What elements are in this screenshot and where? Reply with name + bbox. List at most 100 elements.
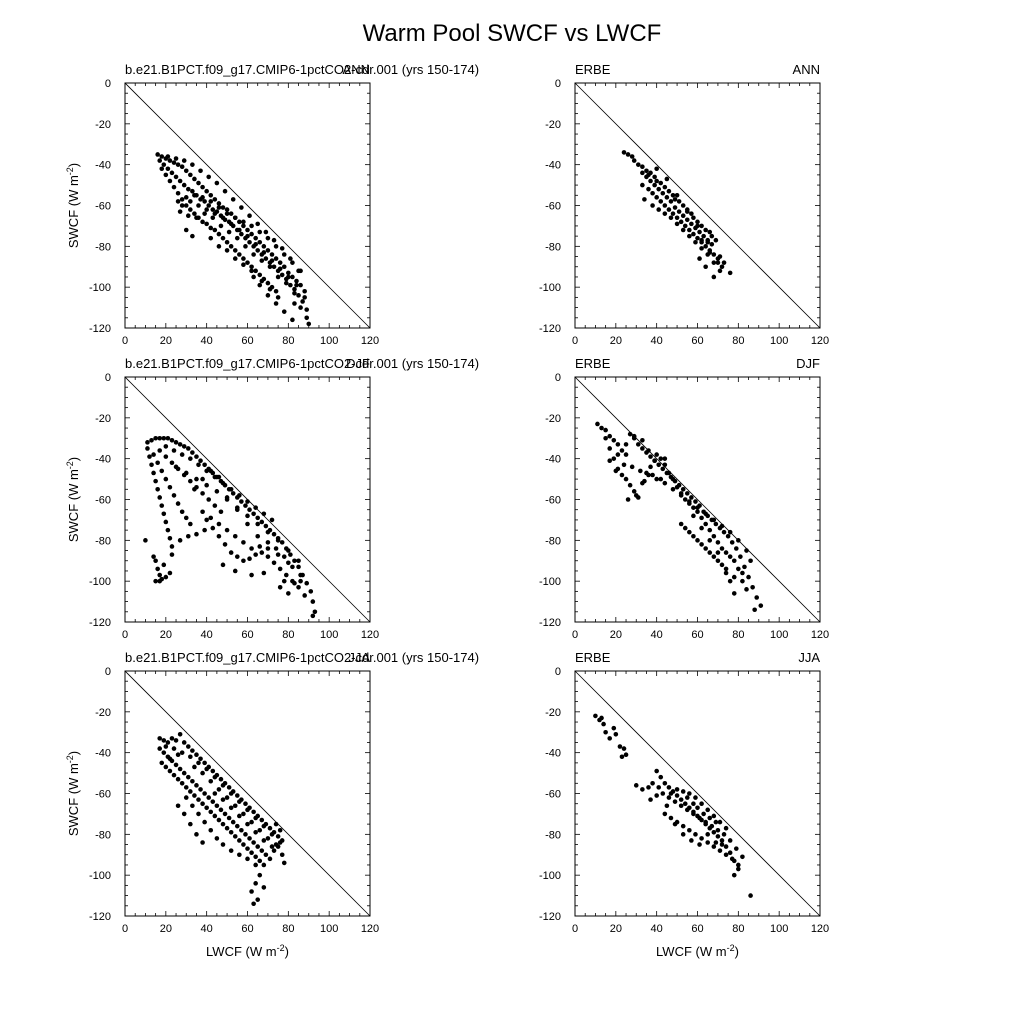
x-tick-label: 20 [160, 629, 172, 641]
data-point [261, 244, 267, 249]
data-point [731, 872, 737, 878]
data-point [719, 838, 725, 843]
data-point [228, 848, 234, 853]
x-tick-label: 80 [282, 923, 294, 935]
data-point [275, 538, 281, 543]
panel-left-label: b.e21.B1PCT.f09_g17.CMIP6-1pctCO2-cdr.00… [125, 62, 479, 77]
data-point [273, 821, 279, 827]
data-point [179, 203, 185, 208]
data-point [214, 489, 220, 494]
data-point [228, 486, 234, 492]
data-point [711, 274, 717, 280]
data-point [216, 521, 222, 527]
data-point [699, 525, 704, 531]
data-point [253, 862, 258, 868]
data-point [257, 239, 263, 245]
data-point [269, 832, 275, 837]
data-point [298, 282, 303, 288]
data-point [165, 166, 171, 172]
data-point [619, 754, 625, 760]
data-point [265, 235, 271, 241]
data-point [173, 762, 179, 768]
data-point [206, 795, 212, 800]
data-point [682, 801, 688, 807]
data-point [674, 215, 680, 221]
data-point [234, 793, 240, 798]
data-point [153, 558, 158, 564]
data-point [279, 272, 285, 278]
data-point [711, 260, 717, 265]
y-tick-label: -120 [539, 911, 561, 923]
data-point [151, 470, 156, 476]
data-point [204, 766, 209, 772]
data-point [253, 815, 258, 821]
x-tick-label: 60 [241, 629, 253, 641]
data-point [177, 766, 183, 772]
data-point [298, 572, 303, 578]
reference-line [574, 670, 821, 917]
x-tick-label: 20 [610, 923, 622, 935]
data-point [163, 764, 169, 770]
data-point [212, 211, 218, 216]
data-point [192, 486, 197, 492]
data-point [646, 472, 651, 478]
data-point [224, 239, 230, 245]
y-tick-label: -40 [95, 160, 111, 172]
data-point [255, 515, 261, 521]
data-point [157, 572, 163, 578]
data-point [627, 482, 633, 488]
data-point [208, 235, 214, 241]
data-point [194, 752, 199, 758]
data-point [660, 466, 666, 472]
data-point [658, 774, 664, 780]
panel-right-1: 0 20 40 60 80 100 120 0 -20 -40 -60 -80 -100 -120 ERBE… [539, 62, 829, 347]
data-point [216, 817, 222, 823]
y-tick-label: -80 [545, 829, 561, 841]
data-point [668, 199, 674, 204]
data-point [652, 174, 657, 180]
data-point [623, 476, 629, 482]
data-point [265, 540, 271, 545]
data-point [202, 527, 207, 533]
data-point [711, 533, 717, 539]
data-point [177, 442, 183, 447]
data-point [145, 446, 150, 451]
data-point [204, 517, 209, 523]
data-point [689, 495, 694, 500]
data-point [705, 832, 711, 837]
data-point [255, 221, 261, 227]
data-point [204, 805, 209, 811]
data-point [271, 237, 277, 243]
x-tick-label: 60 [691, 335, 703, 347]
data-point [662, 780, 668, 786]
data-point [719, 842, 725, 847]
y-axis-label: SWCF (W m-2) [65, 457, 81, 542]
data-point [654, 452, 659, 457]
data-point [699, 246, 704, 251]
data-point [220, 842, 226, 847]
data-point [709, 823, 715, 829]
data-point [674, 787, 680, 792]
data-point [660, 190, 666, 196]
data-point [216, 787, 222, 792]
y-tick-label: -120 [539, 323, 561, 335]
data-point [727, 529, 733, 535]
data-point [668, 791, 674, 796]
panel-left-1: 0 20 40 60 80 100 120 0 -20 -40 -60 -80 -100 -120 b.e2… [65, 62, 479, 347]
data-point [695, 505, 700, 510]
data-point [713, 840, 719, 845]
data-point [237, 838, 242, 843]
data-point [249, 546, 254, 551]
data-point [648, 178, 653, 184]
data-point [188, 754, 193, 760]
x-tick-label: 20 [610, 629, 622, 641]
data-point [155, 486, 160, 492]
data-point [658, 180, 664, 186]
data-point [157, 448, 163, 453]
y-tick-label: -40 [545, 748, 561, 760]
data-point [237, 219, 242, 225]
data-point [273, 301, 279, 306]
y-tick-label: -100 [539, 282, 561, 294]
data-point [179, 780, 185, 786]
data-point [253, 829, 258, 835]
